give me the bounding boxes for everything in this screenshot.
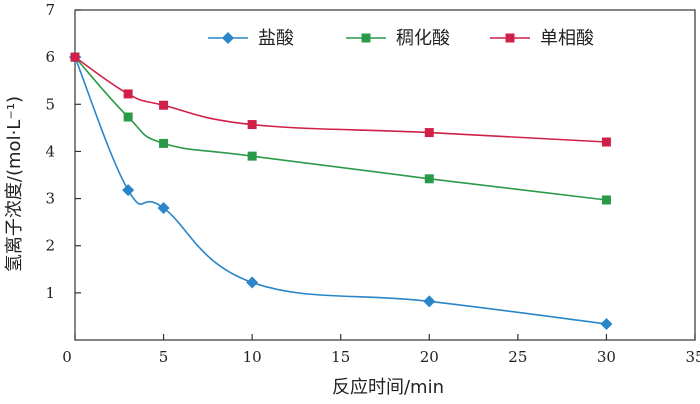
data-point-0-4 xyxy=(423,295,436,308)
data-point-0-3 xyxy=(246,276,259,289)
y-tick-label: 5 xyxy=(45,95,55,113)
data-point-0-2 xyxy=(157,202,170,214)
data-point-0-1 xyxy=(122,184,135,197)
y-tick-label: 4 xyxy=(45,142,55,160)
data-point-1-1 xyxy=(123,112,133,122)
series-line-2 xyxy=(74,56,607,143)
plot-frame xyxy=(74,9,696,341)
data-point-2-4 xyxy=(424,128,434,138)
series-lines xyxy=(74,56,607,325)
y-tick-label: 2 xyxy=(45,237,55,255)
x-tick-label: 10 xyxy=(243,348,262,366)
data-point-2-1 xyxy=(123,89,133,99)
data-point-1-5 xyxy=(601,195,611,205)
data-point-0-5 xyxy=(600,317,613,330)
data-point-2-5 xyxy=(601,137,611,147)
data-point-2-2 xyxy=(159,100,169,110)
y-tick-label: 3 xyxy=(45,190,55,208)
legend-label-2: 单相酸 xyxy=(540,28,594,49)
y-tick-label: 1 xyxy=(45,284,55,302)
x-tick-label: 35 xyxy=(685,348,700,366)
data-point-1-4 xyxy=(424,174,434,184)
legend-label-1: 稠化酸 xyxy=(396,28,450,49)
x-tick-label: 15 xyxy=(331,348,350,366)
data-point-2-3 xyxy=(247,120,257,130)
legend: 盐酸 稠化酸 单相酸 xyxy=(208,28,594,49)
data-point-2-0 xyxy=(70,52,80,62)
x-tick-label: 20 xyxy=(420,348,439,366)
y-tick-label: 6 xyxy=(45,48,55,66)
x-tick-label: 0 xyxy=(62,348,72,366)
legend-marker-1 xyxy=(361,33,371,43)
axes: 0 5 10 15 20 25 30 35 1 2 3 4 5 6 7 xyxy=(45,1,700,366)
legend-label-0: 盐酸 xyxy=(258,28,294,49)
legend-marker-2 xyxy=(505,33,515,43)
series-line-1 xyxy=(74,56,607,201)
y-axis-title: 氢离子浓度/(mol·L⁻¹) xyxy=(4,96,25,272)
data-point-1-3 xyxy=(247,151,257,161)
series-line-0 xyxy=(74,56,607,325)
data-point-1-2 xyxy=(159,138,169,148)
series-markers xyxy=(69,51,613,330)
y-tick-label: 7 xyxy=(45,1,55,19)
x-tick-label: 30 xyxy=(597,348,616,366)
legend-marker-0 xyxy=(222,32,234,44)
x-tick-label: 5 xyxy=(159,348,169,366)
x-tick-label: 25 xyxy=(508,348,527,366)
x-axis-title: 反应时间/min xyxy=(332,377,444,398)
